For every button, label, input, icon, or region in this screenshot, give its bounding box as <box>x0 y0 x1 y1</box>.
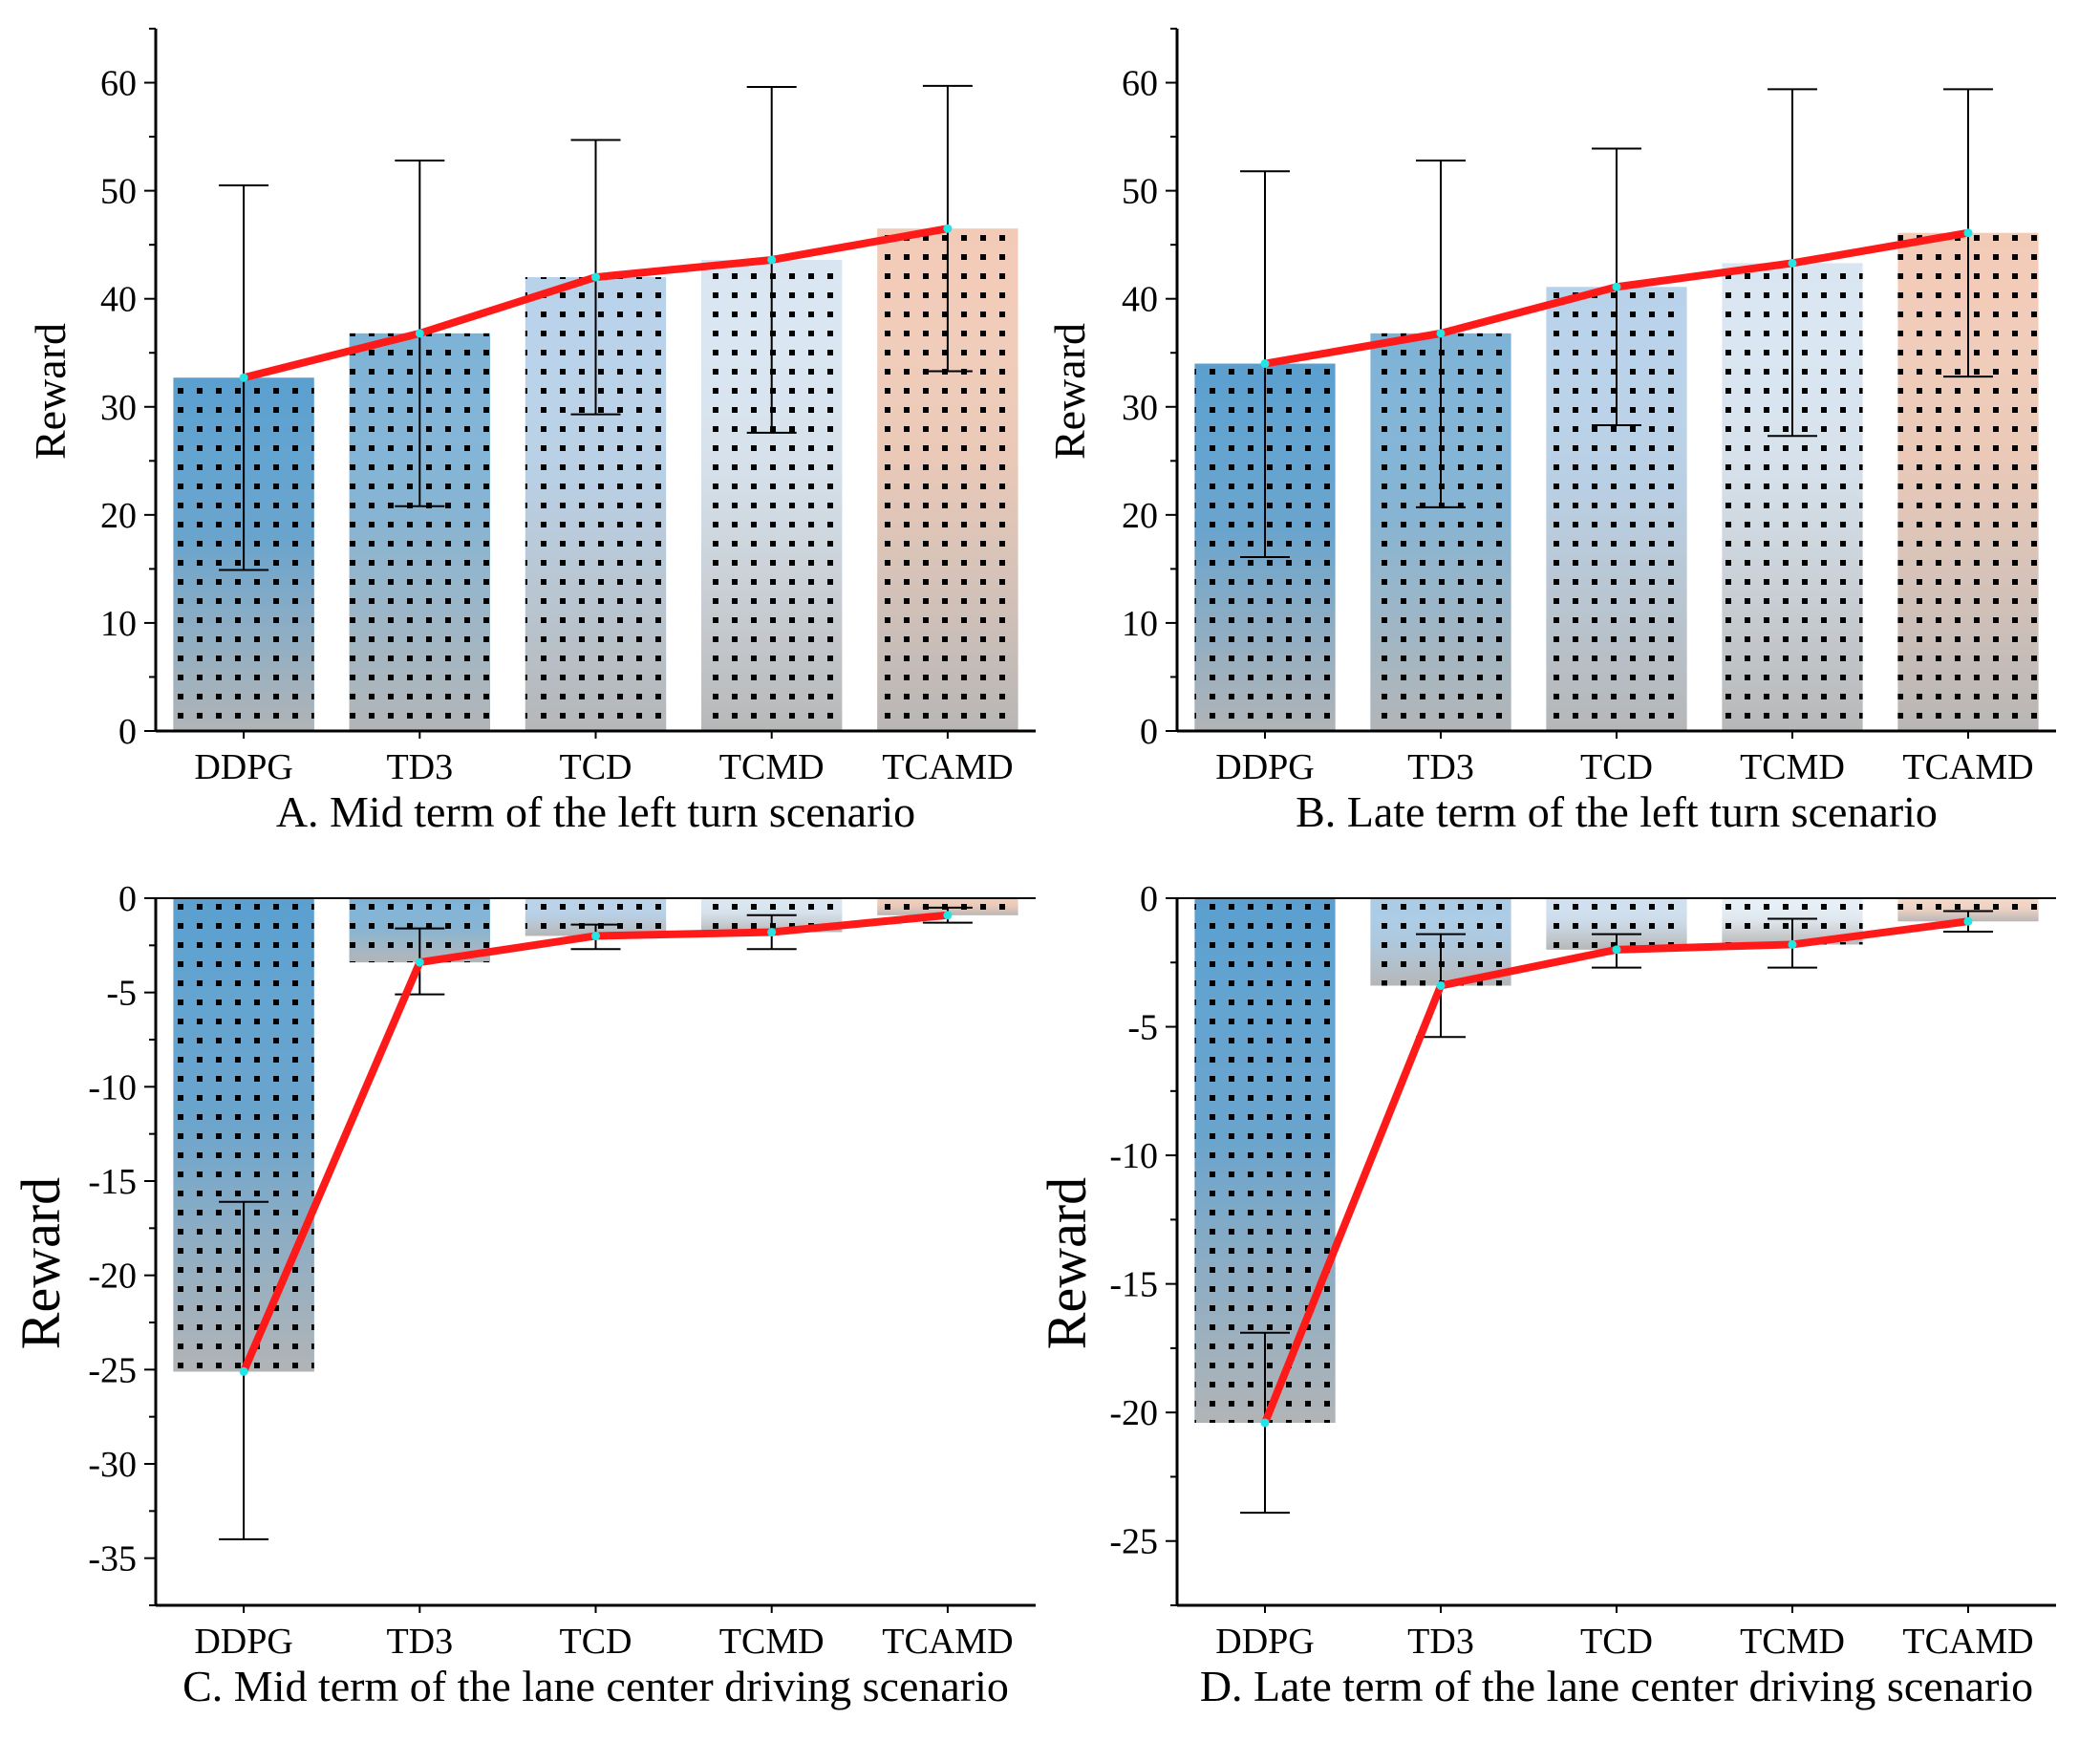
xtick-label-d-1: TD3 <box>1407 1622 1474 1662</box>
panel-b: 0 10 20 30 40 50 60 DDPG TD3 TCD TCMD TCAMD Reward B.… <box>1045 28 2056 836</box>
ytick-label-d-1: -5 <box>1127 1008 1158 1048</box>
ytick-label-b-5: 50 <box>1122 172 1158 212</box>
panel-c: 0 -5 -10 -15 -20 -25 -30 -35 DDPG TD3 TCD TCMD TCAMD… <box>10 879 1036 1710</box>
ytick-label-d-4: -20 <box>1109 1393 1158 1433</box>
xtick-label-c-0: DDPG <box>194 1622 292 1662</box>
point-c-1 <box>415 957 424 967</box>
trend-line-d <box>1261 917 1972 1427</box>
ytick-label-d-3: -15 <box>1109 1265 1158 1305</box>
xtick-label-b-2: TCD <box>1580 747 1653 787</box>
ylabel-b: Reward <box>1045 323 1094 460</box>
xtick-label-d-2: TCD <box>1580 1622 1653 1662</box>
point-a-2 <box>591 272 600 282</box>
point-c-2 <box>591 931 600 940</box>
xtick-label-d-3: TCMD <box>1740 1622 1845 1662</box>
point-d-2 <box>1612 945 1621 955</box>
ytick-label-b-0: 0 <box>1140 712 1158 752</box>
ylabel-d: Reward <box>1036 1177 1098 1349</box>
xtick-label-c-3: TCMD <box>719 1622 825 1662</box>
point-c-4 <box>943 911 953 920</box>
ylabel-c: Reward <box>10 1177 72 1349</box>
point-b-0 <box>1260 359 1270 369</box>
ytick-label-a-5: 50 <box>100 172 137 212</box>
xtick-label-c-2: TCD <box>560 1622 632 1662</box>
point-a-4 <box>943 224 953 233</box>
ytick-label-a-6: 60 <box>100 64 137 104</box>
ytick-label-c-1: -5 <box>106 974 137 1014</box>
ytick-label-a-0: 0 <box>118 712 137 752</box>
ytick-label-b-1: 10 <box>1122 604 1158 644</box>
point-b-3 <box>1788 258 1797 268</box>
xtick-label-d-0: DDPG <box>1215 1622 1314 1662</box>
caption-b: B. Late term of the left turn scenario <box>1296 787 1938 836</box>
point-d-1 <box>1436 980 1446 990</box>
ytick-label-c-7: -35 <box>88 1539 137 1580</box>
caption-a: A. Mid term of the left turn scenario <box>276 787 915 836</box>
point-d-4 <box>1963 916 1973 926</box>
panel-a: 0 10 20 30 40 50 60 DDPG TD3 TCD TCMD TCAMD Reward A.… <box>26 28 1036 836</box>
ylabel-a: Reward <box>26 323 75 460</box>
point-c-0 <box>239 1366 248 1376</box>
xtick-label-b-4: TCAMD <box>1902 747 2033 787</box>
ytick-label-c-0: 0 <box>118 879 137 919</box>
xtick-label-b-3: TCMD <box>1740 747 1845 787</box>
point-a-1 <box>415 329 424 338</box>
ytick-label-b-2: 20 <box>1122 496 1158 536</box>
point-c-3 <box>767 928 777 937</box>
caption-c: C. Mid term of the lane center driving s… <box>182 1662 1009 1710</box>
ytick-label-a-4: 40 <box>100 280 137 320</box>
point-d-0 <box>1260 1418 1270 1428</box>
point-d-3 <box>1788 939 1797 949</box>
ytick-label-a-3: 30 <box>100 388 137 428</box>
ytick-label-b-3: 30 <box>1122 388 1158 428</box>
xtick-label-c-4: TCAMD <box>882 1622 1013 1662</box>
ytick-label-b-4: 40 <box>1122 280 1158 320</box>
ytick-label-c-4: -20 <box>88 1257 137 1297</box>
ytick-label-d-2: -10 <box>1109 1136 1158 1176</box>
xtick-label-c-1: TD3 <box>386 1622 453 1662</box>
point-a-0 <box>239 373 248 382</box>
ytick-label-c-5: -25 <box>88 1350 137 1390</box>
xtick-label-b-0: DDPG <box>1215 747 1314 787</box>
xtick-label-a-3: TCMD <box>719 747 825 787</box>
point-b-4 <box>1963 228 1973 238</box>
point-a-3 <box>767 255 777 265</box>
caption-d: D. Late term of the lane center driving … <box>1200 1662 2033 1710</box>
ytick-label-c-3: -15 <box>88 1162 137 1202</box>
xtick-label-a-2: TCD <box>560 747 632 787</box>
ytick-label-b-6: 60 <box>1122 64 1158 104</box>
point-b-2 <box>1612 282 1621 291</box>
xtick-label-a-1: TD3 <box>386 747 453 787</box>
ytick-label-c-2: -10 <box>88 1067 137 1107</box>
ytick-label-d-0: 0 <box>1140 879 1158 919</box>
panel-d: 0 -5 -10 -15 -20 -25 DDPG TD3 TCD TCMD TCAMD Reward… <box>1036 879 2056 1710</box>
ytick-label-a-1: 10 <box>100 604 137 644</box>
ytick-label-d-5: -25 <box>1109 1522 1158 1562</box>
point-b-1 <box>1436 329 1446 338</box>
ytick-label-a-2: 20 <box>100 496 137 536</box>
xtick-label-b-1: TD3 <box>1407 747 1474 787</box>
trend-line-c <box>240 911 952 1376</box>
xtick-label-d-4: TCAMD <box>1902 1622 2033 1662</box>
xtick-label-a-4: TCAMD <box>882 747 1013 787</box>
ytick-label-c-6: -30 <box>88 1445 137 1485</box>
xtick-label-a-0: DDPG <box>194 747 292 787</box>
